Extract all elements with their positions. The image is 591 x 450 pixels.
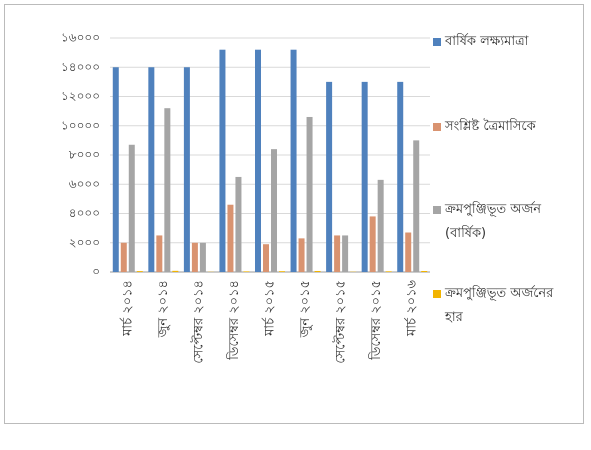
bar bbox=[164, 108, 171, 272]
legend-label: ক্রমপুঞ্জিভূত অর্জন (বার্ষিক) bbox=[445, 202, 541, 241]
x-tick-label: সেপ্টেম্বর ২০১৪ bbox=[190, 280, 206, 364]
bar bbox=[255, 49, 261, 273]
bar bbox=[227, 204, 234, 272]
bar bbox=[219, 49, 226, 273]
x-tick-label: জুন ২০১৫ bbox=[298, 280, 313, 338]
y-tick-label: ১৪০০০ bbox=[61, 60, 100, 74]
bar bbox=[263, 244, 269, 272]
legend-entry: ক্রমপুঞ্জিভূত অর্জন (বার্ষিক) bbox=[433, 198, 575, 246]
bar bbox=[314, 270, 321, 272]
bar bbox=[369, 216, 376, 272]
bar bbox=[306, 116, 313, 272]
bar bbox=[298, 238, 305, 272]
bar bbox=[290, 49, 297, 273]
y-tick-label: ২০০০ bbox=[69, 235, 100, 249]
x-tick-label: মার্চ ২০১৬ bbox=[404, 279, 420, 336]
bar bbox=[397, 81, 404, 272]
y-tick-label: ৮০০০ bbox=[69, 148, 100, 162]
legend-label: সংশ্লিষ্ট ত্রৈমাসিকে bbox=[445, 119, 536, 134]
legend-entry: বার্ষিক লক্ষ্যমাত্রা bbox=[433, 30, 575, 54]
bar bbox=[120, 242, 127, 272]
bar bbox=[326, 81, 333, 272]
bar bbox=[199, 242, 206, 272]
legend-label: ক্রমপুঞ্জিভূত অর্জনের হার bbox=[445, 286, 554, 325]
bar bbox=[377, 179, 384, 272]
x-tick-label: ডিসেম্বর ২০১৪ bbox=[226, 280, 242, 361]
y-tick-label: ১২০০০ bbox=[61, 89, 100, 103]
bar bbox=[421, 270, 428, 272]
bar bbox=[148, 67, 155, 272]
bar bbox=[342, 235, 349, 272]
bar bbox=[405, 232, 412, 272]
bar bbox=[271, 149, 277, 272]
bar bbox=[128, 144, 135, 272]
x-tick-label: জুন ২০১৪ bbox=[156, 280, 171, 338]
y-tick-label: ০ bbox=[92, 265, 100, 279]
legend-swatch bbox=[433, 38, 441, 46]
bar bbox=[172, 270, 179, 272]
x-tick-label: মার্চ ২০১৪ bbox=[119, 280, 135, 337]
bar bbox=[191, 242, 198, 272]
x-tick-label: সেপ্টেম্বর ২০১৫ bbox=[333, 280, 349, 364]
bar bbox=[156, 235, 163, 272]
bar bbox=[334, 235, 341, 272]
bar bbox=[243, 271, 250, 272]
legend-entry: ক্রমপুঞ্জিভূত অর্জনের হার bbox=[433, 282, 575, 330]
legend-label: বার্ষিক লক্ষ্যমাত্রা bbox=[445, 34, 529, 49]
y-tick-label: ১০০০০ bbox=[61, 118, 100, 132]
bar bbox=[112, 67, 119, 272]
y-tick-label: ১৬০০০ bbox=[61, 31, 100, 45]
y-tick-label: ৬০০০ bbox=[69, 177, 100, 191]
chart-frame bbox=[4, 4, 584, 424]
x-tick-label: ডিসেম্বর ২০১৫ bbox=[368, 280, 384, 361]
bar bbox=[235, 176, 242, 272]
legend-entry: সংশ্লিষ্ট ত্রৈমাসিকে bbox=[433, 115, 575, 139]
bar bbox=[385, 271, 392, 272]
legend-swatch bbox=[433, 290, 441, 298]
bar bbox=[361, 81, 368, 272]
bar bbox=[413, 140, 420, 272]
y-tick-label: ৪০০০ bbox=[69, 206, 100, 220]
bar bbox=[279, 271, 285, 272]
x-tick-label: মার্চ ২০১৫ bbox=[262, 280, 278, 337]
bar bbox=[183, 67, 190, 272]
bar bbox=[136, 271, 143, 272]
legend-swatch bbox=[433, 123, 441, 131]
legend-swatch bbox=[433, 206, 441, 214]
